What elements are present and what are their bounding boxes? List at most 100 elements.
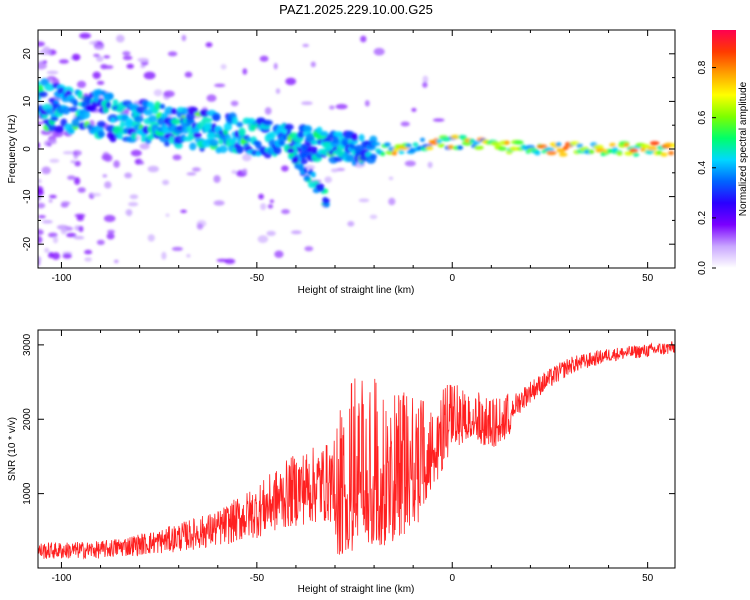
- noise-blob: [113, 259, 119, 264]
- noise-blob: [242, 168, 248, 174]
- ridge-blob: [112, 99, 119, 106]
- noise-blob: [427, 161, 433, 169]
- noise-blob: [38, 229, 44, 236]
- ridge-blob: [199, 109, 210, 117]
- ridge-blob: [107, 92, 114, 99]
- noise-blob: [206, 94, 217, 102]
- noise-blob: [165, 213, 170, 217]
- ridge-blob: [370, 141, 381, 147]
- noise-blob: [162, 179, 170, 186]
- noise-blob: [60, 226, 67, 235]
- noise-blob: [388, 176, 394, 181]
- noise-blob: [304, 246, 314, 252]
- ridge-blob: [185, 112, 196, 121]
- ridge-blob: [441, 137, 451, 142]
- noise-blob: [38, 142, 41, 149]
- noise-blob: [48, 199, 53, 203]
- branch-blob: [311, 171, 316, 178]
- spectrogram-ylabel: Frequency (Hz): [7, 115, 18, 184]
- noise-blob: [129, 194, 139, 200]
- ridge-blob: [383, 142, 391, 147]
- noise-blob: [171, 246, 183, 251]
- ridge-blob: [472, 140, 481, 145]
- noise-blob: [76, 215, 84, 221]
- noise-blob: [230, 100, 239, 107]
- ridge-blob: [148, 115, 158, 123]
- noise-blob: [290, 230, 302, 235]
- noise-blob: [104, 181, 112, 189]
- noise-blob: [404, 160, 416, 167]
- noise-blob: [242, 153, 252, 162]
- ridge-blob: [110, 117, 116, 123]
- ridge-blob: [235, 145, 244, 154]
- ridge-blob: [272, 146, 282, 155]
- ridge-blob: [232, 116, 238, 125]
- noise-blob: [84, 257, 92, 262]
- noise-blob: [62, 151, 74, 155]
- noise-blob: [38, 202, 46, 209]
- snr-line: [38, 341, 675, 560]
- ridge-blob: [543, 147, 555, 152]
- ridge-blob: [131, 132, 137, 140]
- noise-blob: [260, 203, 267, 211]
- ridge-blob: [62, 106, 71, 115]
- ridge-blob: [649, 141, 660, 146]
- noise-blob: [67, 175, 76, 180]
- noise-blob: [432, 118, 445, 122]
- ridge-blob: [623, 142, 630, 148]
- ridge-blob: [174, 142, 183, 149]
- ridge-blob: [369, 153, 377, 160]
- ridge-blob: [97, 130, 106, 138]
- noise-blob: [41, 166, 51, 175]
- ridge-blob: [555, 142, 562, 147]
- x-tick-label: -50: [250, 273, 265, 284]
- ridge-blob: [644, 149, 656, 155]
- noise-blob: [140, 64, 146, 69]
- ridge-blob: [305, 133, 315, 143]
- ridge-blob: [119, 120, 125, 129]
- ridge-blob: [562, 145, 569, 151]
- ridge-blob: [609, 142, 616, 148]
- noise-blob: [66, 232, 77, 238]
- colorbar-tick-label: 0.8: [697, 60, 708, 74]
- y-tick-label: 1000: [22, 482, 33, 505]
- ridge-blob: [473, 145, 484, 150]
- noise-blob: [46, 139, 57, 145]
- noise-blob: [51, 252, 61, 260]
- ridge-blob: [447, 144, 455, 150]
- noise-blob: [42, 60, 48, 64]
- ridge-blob: [497, 146, 507, 151]
- noise-blob: [205, 42, 213, 48]
- colorbar-ticks: 0.0 0.2 0.4 0.6 0.8: [697, 60, 716, 275]
- noise-blob: [48, 232, 58, 238]
- noise-blob: [220, 64, 227, 70]
- noise-blob: [273, 62, 278, 70]
- noise-blob: [360, 35, 367, 43]
- ridge-blob: [206, 132, 217, 140]
- noise-blob: [163, 90, 175, 98]
- ridge-blob: [187, 106, 199, 115]
- ridge-blob: [437, 143, 445, 148]
- noise-blob: [184, 71, 193, 78]
- ridge-blob: [559, 152, 568, 157]
- ridge-blob: [534, 151, 541, 156]
- noise-blob: [38, 62, 47, 70]
- noise-blob: [139, 143, 150, 150]
- noise-blob: [122, 51, 131, 56]
- noise-blob: [147, 234, 155, 242]
- noise-blob: [49, 194, 57, 199]
- chart-title: PAZ1.2025.229.10.00.G25: [279, 2, 433, 17]
- branch-blob: [287, 148, 295, 154]
- ridge-blob: [425, 145, 434, 151]
- noise-blob: [103, 55, 111, 59]
- ridge-blob: [450, 134, 461, 140]
- noise-blob: [347, 221, 355, 227]
- ridge-blob: [345, 154, 355, 163]
- noise-blob: [106, 232, 115, 240]
- noise-blob: [186, 172, 197, 176]
- noise-blob: [38, 236, 43, 244]
- ridge-blob: [236, 121, 244, 128]
- ridge-blob: [593, 144, 604, 150]
- ridge-blob: [546, 150, 557, 156]
- ridge-blob: [509, 146, 519, 151]
